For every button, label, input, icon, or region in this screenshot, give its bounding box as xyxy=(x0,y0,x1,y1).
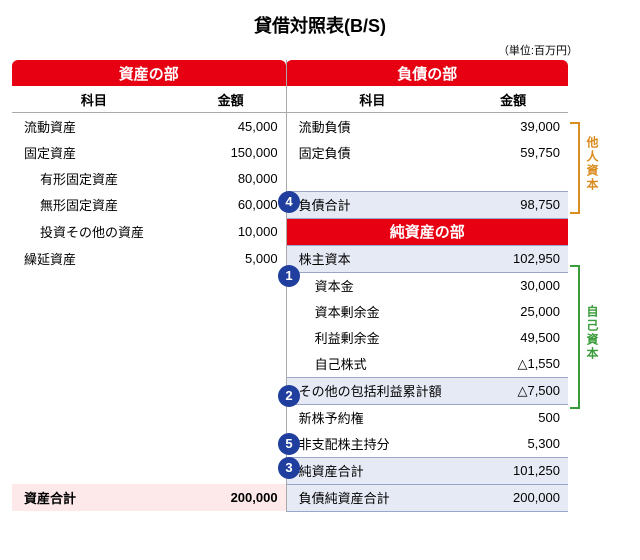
net-label: 資本剰余金 xyxy=(286,299,458,325)
page-title: 貸借対照表(B/S) xyxy=(12,12,628,38)
liab-amt: 39,000 xyxy=(458,113,568,140)
bracket xyxy=(570,122,580,214)
net-total-label: 純資産合計 xyxy=(286,457,458,484)
net-label: その他の包括利益累計額 xyxy=(286,377,458,404)
net-amt: △1,550 xyxy=(458,351,568,378)
assets-total-amt: 200,000 xyxy=(176,484,286,511)
net-label: 株主資本 xyxy=(286,245,458,272)
net-label: 新株予約権 xyxy=(286,404,458,431)
asset-label: 固定資産 xyxy=(12,139,176,165)
asset-label: 流動資産 xyxy=(12,113,176,140)
asset-label: 無形固定資産 xyxy=(12,191,176,218)
asset-amt: 150,000 xyxy=(176,139,286,165)
col-amount: 金額 xyxy=(458,86,568,113)
badge-5: 5 xyxy=(278,433,300,455)
liab-total-amt: 98,750 xyxy=(458,191,568,218)
liabilities-header: 負債の部 xyxy=(286,60,568,86)
badge-3: 3 xyxy=(278,457,300,479)
badge-4: 4 xyxy=(278,191,300,213)
col-item: 科目 xyxy=(286,86,458,113)
asset-label: 投資その他の資産 xyxy=(12,218,176,245)
net-label: 非支配株主持分 xyxy=(286,431,458,458)
net-amt: 500 xyxy=(458,404,568,431)
net-amt: 25,000 xyxy=(458,299,568,325)
grand-total-amt: 200,000 xyxy=(458,484,568,511)
unit-label: （単位:百万円） xyxy=(12,42,628,58)
asset-amt: 5,000 xyxy=(176,245,286,272)
net-amt: △7,500 xyxy=(458,377,568,404)
net-amt: 5,300 xyxy=(458,431,568,458)
liab-total-label: 負債合計 xyxy=(286,191,458,218)
asset-amt: 60,000 xyxy=(176,191,286,218)
liab-label: 流動負債 xyxy=(286,113,458,140)
asset-amt: 45,000 xyxy=(176,113,286,140)
bracket xyxy=(570,265,580,409)
assets-total-label: 資産合計 xyxy=(12,484,176,511)
net-amt: 49,500 xyxy=(458,325,568,351)
liab-label: 固定負債 xyxy=(286,139,458,165)
col-item: 科目 xyxy=(12,86,176,113)
net-label: 利益剰余金 xyxy=(286,325,458,351)
assets-header: 資産の部 xyxy=(12,60,286,86)
asset-label: 有形固定資産 xyxy=(12,165,176,191)
grand-total-label: 負債純資産合計 xyxy=(286,484,458,511)
badge-1: 1 xyxy=(278,265,300,287)
bracket-label: 自己資本 xyxy=(584,305,601,361)
asset-amt: 10,000 xyxy=(176,218,286,245)
net-label: 自己株式 xyxy=(286,351,458,378)
asset-amt: 80,000 xyxy=(176,165,286,191)
net-label: 資本金 xyxy=(286,272,458,299)
table-wrap: 資産の部 負債の部 科目 金額 科目 金額 流動資産 45,000 流動負債 3… xyxy=(12,60,568,512)
liab-amt: 59,750 xyxy=(458,139,568,165)
net-amt: 30,000 xyxy=(458,272,568,299)
bracket-label: 他人資本 xyxy=(584,136,601,192)
net-amt: 102,950 xyxy=(458,245,568,272)
badge-2: 2 xyxy=(278,385,300,407)
asset-label: 繰延資産 xyxy=(12,245,176,272)
netassets-header: 純資産の部 xyxy=(286,218,568,245)
col-amount: 金額 xyxy=(176,86,286,113)
net-total-amt: 101,250 xyxy=(458,457,568,484)
